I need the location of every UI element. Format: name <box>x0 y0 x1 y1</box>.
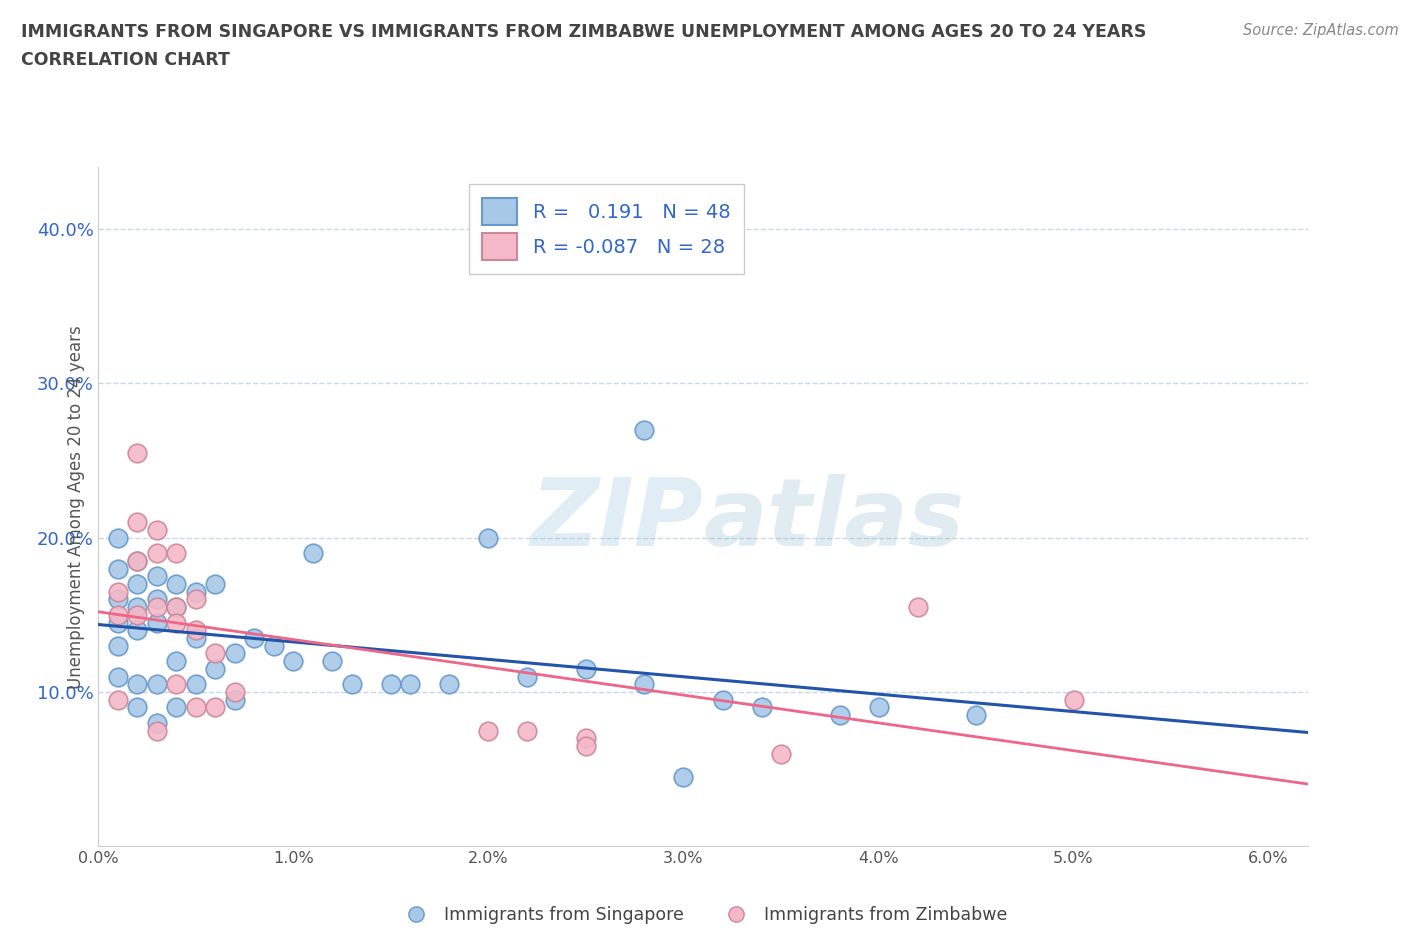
Point <box>204 646 226 661</box>
Point <box>107 638 129 653</box>
Point <box>165 615 187 630</box>
Point <box>204 700 226 715</box>
Point <box>165 600 187 615</box>
Point <box>184 584 207 599</box>
Point <box>146 677 169 692</box>
Point <box>146 715 169 730</box>
Text: CORRELATION CHART: CORRELATION CHART <box>21 51 231 69</box>
Point <box>127 553 149 568</box>
Point <box>146 523 169 538</box>
Point <box>146 600 169 615</box>
Point <box>146 724 169 738</box>
Point <box>751 700 773 715</box>
Point <box>127 553 149 568</box>
Text: atlas: atlas <box>703 474 965 566</box>
Point <box>107 592 129 607</box>
Point <box>1063 692 1085 707</box>
Point <box>165 600 187 615</box>
Point <box>184 677 207 692</box>
Point <box>263 638 285 653</box>
Point <box>224 684 246 699</box>
Point <box>321 654 343 669</box>
Point <box>107 530 129 545</box>
Point <box>165 546 187 561</box>
Point <box>165 700 187 715</box>
Point <box>204 661 226 676</box>
Point <box>516 670 538 684</box>
Point <box>302 546 325 561</box>
Point <box>477 530 499 545</box>
Point <box>184 623 207 638</box>
Point <box>477 724 499 738</box>
Text: Source: ZipAtlas.com: Source: ZipAtlas.com <box>1243 23 1399 38</box>
Point <box>184 631 207 645</box>
Point <box>107 561 129 576</box>
Point <box>127 623 149 638</box>
Point <box>146 615 169 630</box>
Y-axis label: Unemployment Among Ages 20 to 24 years: Unemployment Among Ages 20 to 24 years <box>66 325 84 689</box>
Point <box>107 584 129 599</box>
Point <box>907 600 929 615</box>
Point <box>146 592 169 607</box>
Point <box>127 515 149 530</box>
Point <box>828 708 851 723</box>
Point <box>184 592 207 607</box>
Point <box>965 708 987 723</box>
Point <box>146 569 169 584</box>
Point <box>127 677 149 692</box>
Point <box>107 692 129 707</box>
Point <box>380 677 402 692</box>
Point <box>127 445 149 460</box>
Point <box>127 700 149 715</box>
Point <box>633 677 655 692</box>
Point <box>575 731 598 746</box>
Point <box>204 577 226 591</box>
Point <box>516 724 538 738</box>
Point <box>243 631 266 645</box>
Point <box>868 700 890 715</box>
Point <box>399 677 422 692</box>
Point <box>575 738 598 753</box>
Point <box>107 615 129 630</box>
Point <box>184 700 207 715</box>
Text: ZIP: ZIP <box>530 474 703 566</box>
Point <box>224 692 246 707</box>
Point <box>165 654 187 669</box>
Point <box>107 607 129 622</box>
Point <box>575 661 598 676</box>
Point <box>146 546 169 561</box>
Point <box>769 746 792 761</box>
Point <box>633 422 655 437</box>
Point <box>711 692 734 707</box>
Point <box>283 654 305 669</box>
Point <box>340 677 363 692</box>
Point <box>672 769 695 784</box>
Point <box>165 677 187 692</box>
Point <box>224 646 246 661</box>
Point <box>165 577 187 591</box>
Legend: Immigrants from Singapore, Immigrants from Zimbabwe: Immigrants from Singapore, Immigrants fr… <box>392 899 1014 930</box>
Point <box>127 577 149 591</box>
Point <box>107 670 129 684</box>
Point <box>127 600 149 615</box>
Point <box>439 677 461 692</box>
Text: IMMIGRANTS FROM SINGAPORE VS IMMIGRANTS FROM ZIMBABWE UNEMPLOYMENT AMONG AGES 20: IMMIGRANTS FROM SINGAPORE VS IMMIGRANTS … <box>21 23 1146 41</box>
Point <box>127 607 149 622</box>
